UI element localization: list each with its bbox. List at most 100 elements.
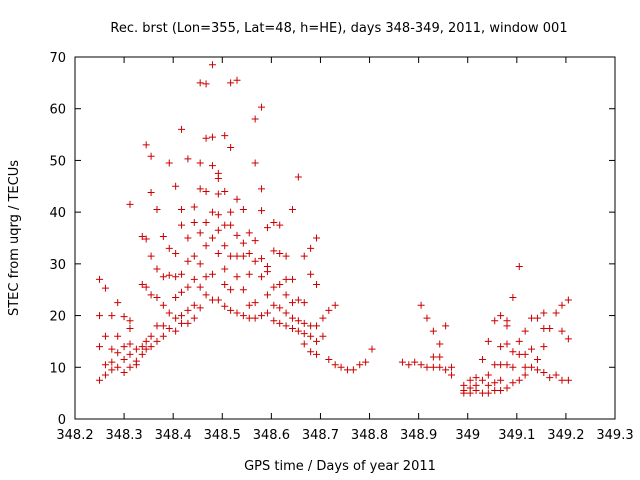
data-point — [258, 312, 266, 320]
y-tick-label: 10 — [49, 361, 66, 376]
data-point — [288, 299, 296, 307]
data-point — [214, 250, 222, 258]
data-point — [349, 366, 357, 374]
data-point — [270, 218, 278, 226]
data-point — [521, 363, 529, 371]
data-point — [288, 206, 296, 214]
data-point — [325, 356, 333, 364]
data-point — [540, 343, 548, 351]
data-point — [178, 221, 186, 229]
data-point — [503, 322, 511, 330]
data-point — [540, 368, 548, 376]
data-point — [343, 366, 351, 374]
y-tick-label: 40 — [49, 206, 66, 221]
data-point — [126, 317, 134, 325]
data-point — [258, 207, 266, 215]
data-point — [429, 353, 437, 361]
data-point — [270, 283, 278, 291]
data-point — [497, 343, 505, 351]
data-point — [491, 317, 499, 325]
data-point — [528, 314, 536, 322]
data-point — [466, 376, 474, 384]
data-point — [227, 221, 235, 229]
data-point — [509, 348, 517, 356]
data-point — [429, 363, 437, 371]
y-tick-label: 20 — [49, 310, 66, 325]
data-point — [307, 332, 315, 340]
data-point — [546, 374, 554, 382]
data-point — [147, 332, 155, 340]
x-tick-label: 348.2 — [56, 428, 93, 443]
data-point — [96, 376, 104, 384]
data-point — [245, 229, 253, 237]
data-point — [178, 319, 186, 327]
data-point — [138, 281, 146, 289]
data-point — [258, 103, 266, 111]
data-point — [288, 314, 296, 322]
data-point — [313, 350, 321, 358]
data-point — [153, 337, 161, 345]
data-point — [190, 301, 198, 309]
data-point — [319, 332, 327, 340]
data-point — [521, 371, 529, 379]
data-point — [233, 273, 241, 281]
data-point — [221, 187, 229, 195]
data-point — [533, 366, 541, 374]
x-tick-label: 349.1 — [498, 428, 535, 443]
data-point — [114, 299, 122, 307]
data-point — [472, 374, 480, 382]
data-point — [196, 283, 204, 291]
chart-title: Rec. brst (Lon=355, Lat=48, h=HE), days … — [110, 21, 567, 36]
x-axis-label: GPS time / Days of year 2011 — [244, 459, 436, 474]
data-point — [184, 319, 192, 327]
data-point — [258, 185, 266, 193]
data-point — [126, 350, 134, 358]
data-point — [221, 132, 229, 140]
data-point — [114, 332, 122, 340]
data-point — [307, 244, 315, 252]
y-axis-label: STEC from uqrg / TECUs — [7, 160, 22, 316]
data-point — [239, 312, 247, 320]
data-point — [165, 309, 173, 317]
data-point — [120, 343, 128, 351]
data-point — [138, 350, 146, 358]
data-point — [282, 309, 290, 317]
data-point — [227, 252, 235, 260]
data-point — [208, 61, 216, 69]
data-point — [142, 283, 150, 291]
data-point — [533, 356, 541, 364]
data-point — [442, 322, 450, 330]
data-point — [245, 314, 253, 322]
data-point — [319, 314, 327, 322]
data-point — [515, 350, 523, 358]
data-point — [282, 322, 290, 330]
data-point — [159, 232, 167, 240]
data-point — [239, 252, 247, 260]
data-point — [528, 363, 536, 371]
data-point — [509, 293, 517, 301]
data-point — [208, 162, 216, 170]
data-point — [294, 173, 302, 181]
data-point — [196, 79, 204, 87]
data-point — [276, 221, 284, 229]
y-tick-label: 60 — [49, 103, 66, 118]
data-point — [233, 231, 241, 239]
data-point — [478, 376, 486, 384]
data-point — [196, 260, 204, 268]
data-point — [202, 218, 210, 226]
data-point — [159, 322, 167, 330]
data-point — [503, 340, 511, 348]
data-point — [263, 224, 271, 232]
data-point — [233, 195, 241, 203]
x-axis-ticks: 348.2 348.3 348.4 348.5 348.6 348.7 348.8 348.9… — [56, 57, 634, 443]
data-point — [313, 281, 321, 289]
plot-frame — [74, 56, 616, 420]
data-point — [558, 376, 566, 384]
data-point — [221, 265, 229, 273]
data-point — [515, 337, 523, 345]
data-point — [251, 237, 259, 245]
data-point — [307, 322, 315, 330]
data-point — [466, 389, 474, 397]
data-point — [521, 327, 529, 335]
data-point — [509, 363, 517, 371]
